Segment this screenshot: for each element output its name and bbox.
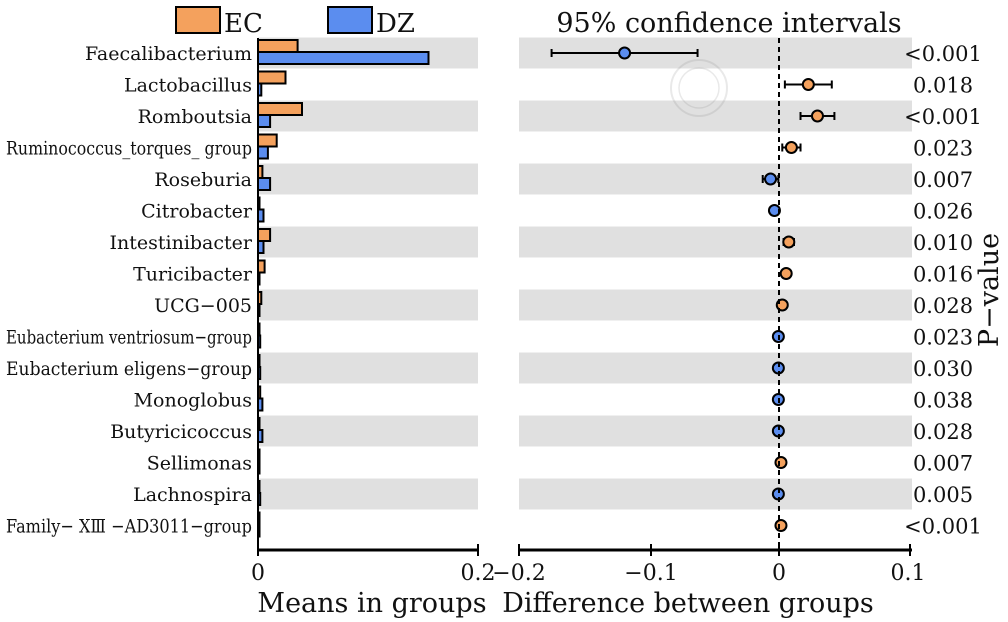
watermark-seal-inner-icon <box>678 67 720 109</box>
p-value-label: 0.030 <box>913 357 973 381</box>
category-label: Turicibacter <box>133 264 253 286</box>
ci-point <box>810 109 824 123</box>
p-value-label: <0.001 <box>904 42 982 66</box>
row-band-right <box>519 289 912 321</box>
category-label: Roseburia <box>154 169 252 191</box>
difference-x-axis-label: Difference between groups <box>502 588 874 619</box>
ci-point <box>764 172 778 186</box>
p-value-label: 0.007 <box>913 168 973 192</box>
category-label: Butyricicoccus <box>110 421 252 443</box>
category-labels: Faecalibacterium Lactobacillus Romboutsia R… <box>6 43 253 538</box>
legend: EC DZ <box>175 6 415 39</box>
difference-tick-label-2: 0 <box>772 561 786 586</box>
means-x-axis-label: Means in groups <box>257 588 486 619</box>
bar-dz <box>257 114 272 128</box>
p-value-label: <0.001 <box>904 105 982 129</box>
p-value-label: 0.018 <box>913 74 973 98</box>
ci-point <box>779 267 793 280</box>
p-value-label: 0.010 <box>913 231 973 255</box>
p-value-label: 0.005 <box>913 483 973 507</box>
bar-ec <box>257 102 303 116</box>
row-band-right <box>519 415 912 447</box>
p-value-label: 0.016 <box>913 263 973 287</box>
ci-point <box>618 46 632 60</box>
category-label: Faecalibacterium <box>85 43 252 65</box>
means-bars <box>257 38 430 550</box>
p-value-label: 0.023 <box>913 137 973 161</box>
ci-point <box>784 141 798 154</box>
category-label: UCG−005 <box>154 295 252 317</box>
difference-tick-label-0: −0.2 <box>492 561 545 586</box>
ci-point <box>801 78 815 91</box>
watermark-seal-icon <box>670 59 728 117</box>
bar-dz <box>257 145 269 160</box>
category-label: Sellimonas <box>147 453 252 475</box>
p-value-label: 0.026 <box>913 200 973 224</box>
p-value-axis-label: P−value <box>974 233 1005 347</box>
row-band-left <box>258 415 478 447</box>
row-band-left <box>258 478 478 510</box>
ci-title: 95% confidence intervals <box>556 8 901 39</box>
p-value-label: 0.028 <box>913 294 973 318</box>
row-band-left <box>258 163 478 195</box>
difference-x-axis: −0.2 −0.1 0 0.1 Difference between group… <box>492 544 926 619</box>
row-band-right <box>519 163 912 195</box>
p-values: <0.001 0.018 <0.001 0.023 0.007 0.026 0.010 0.0… <box>904 42 982 539</box>
category-label: Family− ⅩⅢ −AD3011−group <box>6 516 252 538</box>
difference-tick-label-3: 0.1 <box>891 561 926 586</box>
ci-point <box>782 235 796 249</box>
category-label: Citrobacter <box>141 201 253 223</box>
bar-dz <box>257 51 430 65</box>
legend-ec-swatch <box>175 6 221 34</box>
category-label: Ruminococcus_torques_ group <box>6 138 252 160</box>
category-label: Intestinibacter <box>110 232 253 254</box>
legend-dz-label: DZ <box>376 9 415 39</box>
ci-point <box>774 519 788 532</box>
category-label: Romboutsia <box>138 106 252 128</box>
ci-point <box>774 456 788 469</box>
category-label: Monoglobus <box>134 390 252 412</box>
p-value-label: 0.028 <box>913 420 973 444</box>
row-bands <box>258 37 912 510</box>
bar-ec <box>257 39 299 53</box>
watermark <box>670 59 728 117</box>
legend-ec-label: EC <box>224 9 263 39</box>
p-value-label: 0.023 <box>913 326 973 350</box>
legend-dz-swatch <box>327 6 373 34</box>
means-x-axis: 0 0.2 Means in groups <box>251 544 496 619</box>
bar-dz <box>257 177 272 191</box>
category-label: Lactobacillus <box>124 75 252 97</box>
row-band-right <box>519 478 912 510</box>
difference-tick-label-1: −0.1 <box>624 561 677 586</box>
row-band-right <box>519 226 912 258</box>
row-band-right <box>519 100 912 132</box>
bar-ec <box>257 228 272 242</box>
category-label: Lachnospira <box>133 484 252 506</box>
p-value-label: 0.038 <box>913 389 973 413</box>
means-tick-label-0: 0 <box>251 561 265 586</box>
means-tick-label-1: 0.2 <box>461 561 496 586</box>
p-value-label: 0.007 <box>913 452 973 476</box>
row-band-right <box>519 352 912 384</box>
row-band-left <box>258 352 478 384</box>
bar-ec <box>257 70 287 85</box>
row-band-left <box>258 289 478 321</box>
bar-ec <box>257 133 278 148</box>
row-band-left <box>258 226 478 258</box>
category-label: Eubacterium ventriosum−group <box>6 327 252 349</box>
p-value-label: <0.001 <box>904 515 982 539</box>
category-label: Eubacterium eligens−group <box>6 358 252 380</box>
